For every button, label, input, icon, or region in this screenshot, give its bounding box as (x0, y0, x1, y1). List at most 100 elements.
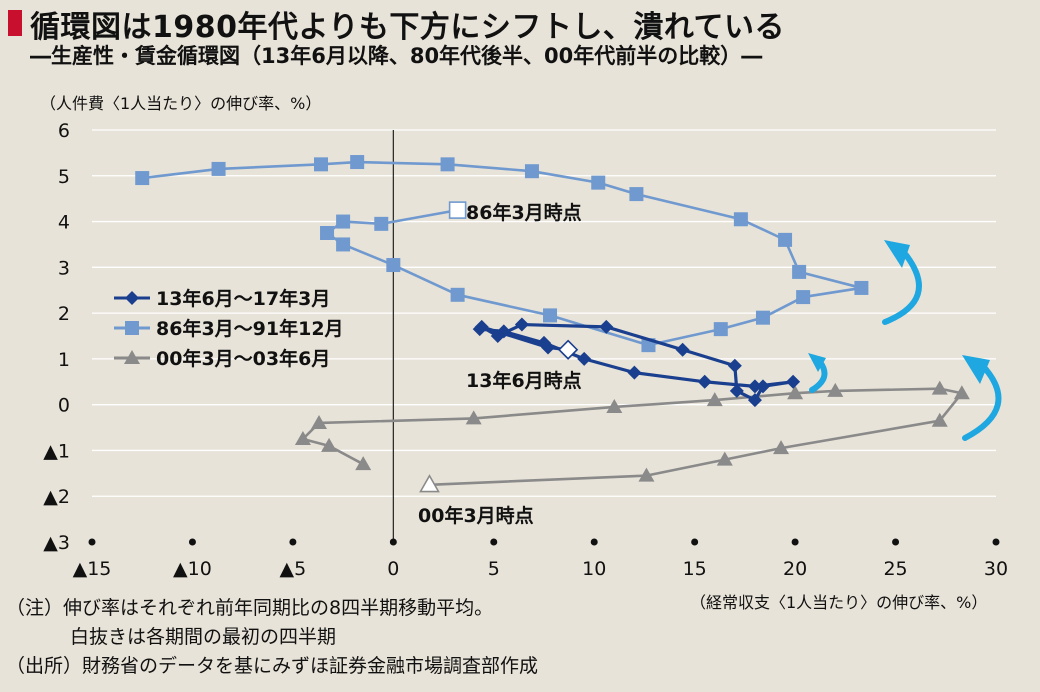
data-point-triangle (787, 385, 804, 400)
data-point-square (440, 157, 455, 172)
y-tick-label: ▲2 (43, 486, 70, 508)
data-point-square (350, 155, 365, 170)
start-label: 00年3月時点 (418, 504, 534, 527)
x-tick-label: 30 (984, 558, 1008, 580)
cycle-arrowhead (808, 353, 826, 372)
data-point-triangle (827, 382, 844, 397)
x-tick-dot (992, 538, 1000, 546)
series-line (301, 387, 964, 487)
cycle-arrowhead (962, 355, 990, 384)
x-tick-dot (88, 538, 96, 546)
y-tick-label: 0 (58, 395, 70, 417)
data-point-diamond (727, 358, 742, 373)
data-point-square (336, 237, 351, 252)
note-line-2: 白抜きは各期間の最初の四半期 (70, 626, 337, 648)
data-point-triangle (321, 437, 338, 452)
data-point-diamond (675, 342, 690, 357)
data-point-square (211, 161, 226, 176)
data-point-square (524, 164, 539, 179)
y-tick-label: 4 (58, 212, 70, 234)
x-tick-label: 15 (683, 558, 707, 580)
data-point-square (591, 175, 606, 190)
data-point-triangle (706, 392, 723, 407)
data-point-diamond (514, 317, 529, 332)
series-triangle (294, 380, 970, 493)
data-point-diamond (125, 291, 139, 305)
data-point-square (320, 226, 335, 240)
x-tick-dot (389, 538, 397, 546)
y-tick-label: 3 (58, 257, 70, 279)
start-annotations: 13年6月時点 86年3月時点 00年3月時点 (418, 201, 582, 527)
data-point-square (778, 232, 793, 247)
cycle-arrows (808, 240, 1002, 441)
x-tick-label: 20 (783, 558, 807, 580)
data-point-square (755, 310, 770, 325)
y-tick-label: ▲3 (43, 532, 70, 554)
x-tick-dot (490, 538, 498, 546)
data-point-triangle (465, 410, 482, 425)
data-point-triangle (953, 385, 970, 400)
data-point-square (450, 287, 465, 302)
grid-lines (92, 129, 996, 542)
data-point-diamond (755, 379, 770, 394)
data-point-square (733, 212, 748, 227)
data-point-square (713, 322, 728, 337)
x-tick-label: ▲5 (280, 558, 307, 580)
data-point-diamond (747, 379, 762, 394)
series-layer (135, 155, 970, 493)
x-tick-label: 5 (488, 558, 500, 580)
source-line: （出所）財務省のデータを基にみずほ証券金融市場調査部作成 (6, 655, 539, 677)
legend: 13年6月～17年3月 86年3月～91年12月 00年3月～03年6月 (114, 287, 344, 370)
x-tick-label: ▲10 (173, 558, 212, 580)
data-point-diamond (496, 324, 511, 339)
x-tick-dot (691, 538, 699, 546)
cycle-arrow (882, 252, 922, 325)
y-tick-label: 6 (58, 120, 70, 142)
x-tick-dot (188, 538, 196, 546)
series-square (135, 155, 869, 353)
data-point-triangle (716, 451, 733, 466)
data-point-triangle (294, 431, 311, 445)
data-point-square (448, 201, 467, 219)
data-point-square (374, 216, 389, 231)
data-point-diamond (599, 319, 614, 334)
x-tick-dot (590, 538, 598, 546)
data-point-diamond (627, 365, 642, 380)
legend-label: 86年3月～91年12月 (156, 317, 344, 340)
data-point-triangle (773, 440, 790, 455)
data-point-diamond (537, 335, 551, 350)
y-tick-label: ▲1 (43, 440, 70, 462)
data-point-diamond (472, 322, 487, 337)
data-point-triangle (355, 456, 372, 471)
data-point-square (792, 264, 807, 279)
data-point-square (629, 187, 644, 202)
data-point-diamond (557, 339, 579, 360)
data-point-square (135, 171, 150, 186)
x-tick-dot (791, 538, 799, 546)
data-point-triangle (419, 474, 440, 493)
data-point-triangle (638, 467, 655, 482)
data-point-diamond (577, 351, 592, 366)
cycle-arrowhead (884, 240, 910, 268)
data-point-square (125, 321, 139, 335)
data-point-diamond (697, 374, 712, 389)
y-tick-labels: 6 5 4 3 2 1 0 ▲1 ▲2 ▲3 (43, 120, 70, 554)
data-point-diamond (729, 383, 744, 398)
data-point-square (796, 290, 811, 305)
y-tick-label: 2 (58, 303, 70, 325)
data-point-diamond (786, 374, 801, 389)
y-axis-label: （人件費〈1人当たり〉の伸び率、%） (40, 94, 322, 113)
notes-block: （注）伸び率はそれぞれ前年同期比の8四半期移動平均。 白抜きは各期間の最初の四半… (6, 594, 538, 681)
series-diamond (472, 317, 801, 408)
x-tick-dot (892, 538, 900, 546)
x-tick-label: 25 (883, 558, 907, 580)
data-point-triangle (606, 398, 623, 413)
note-line-1: （注）伸び率はそれぞれ前年同期比の8四半期移動平均。 (6, 597, 494, 619)
x-tick-label: ▲15 (73, 558, 112, 580)
data-point-square (543, 308, 558, 323)
data-point-square (854, 280, 869, 295)
x-tick-labels: ▲15 ▲10 ▲5 0 5 10 15 20 25 30 (73, 538, 1008, 580)
y-tick-label: 5 (58, 166, 70, 188)
start-label: 13年6月時点 (466, 369, 582, 392)
